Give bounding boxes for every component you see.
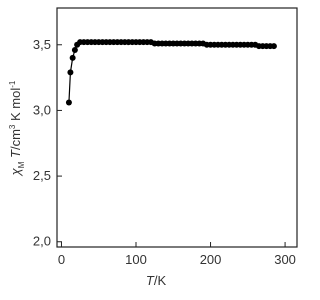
x-label-part: T bbox=[146, 273, 155, 288]
y-axis-label: χM T/cm3 K mol-1 bbox=[8, 80, 26, 176]
y-label-part: χ bbox=[8, 167, 23, 176]
chart: T/K χM T/cm3 K mol-1 2,0 2,5 3,0 3,5 0 100 200… bbox=[8, 7, 298, 288]
x-tick-label: 100 bbox=[125, 252, 147, 267]
y-label-part: /cm bbox=[8, 129, 23, 150]
data-point bbox=[71, 47, 78, 54]
y-tick-label: 2,5 bbox=[33, 168, 51, 183]
y-label-part: -1 bbox=[8, 80, 17, 88]
y-label-part: M bbox=[17, 161, 26, 168]
data-line bbox=[68, 41, 274, 103]
y-label-part: K mol bbox=[8, 88, 23, 125]
data-point bbox=[67, 69, 74, 76]
x-axis-label: T/K bbox=[146, 273, 167, 288]
y-tick-label: 3,5 bbox=[33, 37, 51, 52]
data-point bbox=[65, 99, 72, 106]
x-tick-label: 200 bbox=[200, 252, 222, 267]
x-tick-label: 0 bbox=[58, 252, 65, 267]
x-label-part: /K bbox=[154, 273, 167, 288]
x-tick-label: 300 bbox=[274, 252, 296, 267]
data-point bbox=[69, 54, 76, 61]
y-label-part: T bbox=[8, 149, 23, 162]
plot-frame bbox=[56, 7, 298, 248]
y-tick-label: 3,0 bbox=[33, 102, 51, 117]
data-point bbox=[270, 43, 277, 50]
y-tick-label: 2,0 bbox=[33, 234, 51, 249]
y-label-part: 3 bbox=[8, 124, 17, 129]
